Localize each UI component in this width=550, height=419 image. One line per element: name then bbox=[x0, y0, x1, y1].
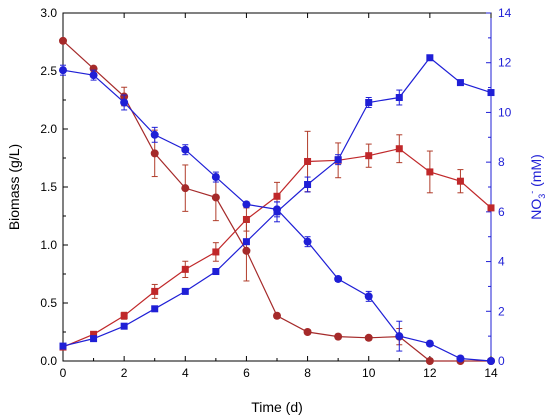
data-point-circle bbox=[303, 237, 312, 246]
data-point-circle bbox=[59, 66, 67, 75]
data-point-circle bbox=[364, 333, 373, 342]
data-point-circle bbox=[334, 274, 343, 283]
data-point-circle bbox=[456, 354, 465, 363]
data-point-circle bbox=[273, 311, 281, 320]
data-point-circle bbox=[89, 71, 98, 80]
data-point-square bbox=[120, 312, 128, 320]
data-point-square bbox=[456, 79, 464, 87]
y-axis-right-title: NO3- (mM) bbox=[527, 154, 547, 220]
y-right-tick-label: 14 bbox=[498, 6, 512, 20]
data-point-square bbox=[487, 89, 495, 97]
y-right-tick-label: 0 bbox=[498, 354, 505, 368]
data-point-square bbox=[212, 268, 220, 276]
data-point-square bbox=[304, 181, 312, 189]
x-tick-label: 0 bbox=[60, 366, 67, 380]
y-right-title-rest: (mM) bbox=[528, 154, 544, 191]
data-point-circle bbox=[120, 98, 129, 107]
x-tick-label: 14 bbox=[484, 366, 498, 380]
y-axis-left: 0.0 0.5 1.0 1.5 2.0 2.5 3.0 bbox=[40, 6, 68, 368]
data-point-square bbox=[304, 157, 312, 165]
x-tick-label: 10 bbox=[362, 366, 376, 380]
data-point-square bbox=[273, 208, 281, 216]
data-point-circle bbox=[303, 328, 312, 336]
y-axis-left-title: Biomass (g/L) bbox=[6, 144, 22, 230]
y-right-title-base: NO bbox=[528, 199, 544, 220]
data-point-circle bbox=[242, 200, 251, 209]
y-left-tick-label: 2.5 bbox=[40, 64, 57, 78]
x-axis: 0 2 4 6 8 10 12 14 bbox=[60, 13, 498, 380]
data-point-square bbox=[334, 156, 342, 164]
y-axis-right: 0 2 4 6 8 10 12 14 bbox=[486, 6, 512, 368]
y-left-tick-label: 0.5 bbox=[40, 296, 57, 310]
data-point-circle bbox=[334, 332, 343, 341]
y-right-tick-label: 4 bbox=[498, 255, 505, 269]
y-right-tick-label: 10 bbox=[498, 105, 512, 119]
data-point-square bbox=[273, 192, 281, 200]
x-tick-label: 12 bbox=[423, 366, 437, 380]
data-point-circle bbox=[150, 130, 159, 139]
data-point-circle bbox=[150, 149, 159, 158]
data-point-circle bbox=[395, 332, 404, 341]
data-point-square bbox=[456, 177, 464, 185]
data-point-square bbox=[120, 322, 128, 330]
data-point-square bbox=[212, 248, 220, 256]
data-point-square bbox=[365, 98, 373, 106]
y-left-tick-label: 3.0 bbox=[40, 6, 57, 20]
y-left-tick-label: 1.0 bbox=[40, 238, 57, 252]
y-right-tick-label: 2 bbox=[498, 304, 505, 318]
y-left-tick-label: 0.0 bbox=[40, 354, 57, 368]
data-point-circle bbox=[59, 36, 67, 45]
data-point-circle bbox=[425, 339, 434, 348]
data-point-square bbox=[395, 145, 403, 153]
y-right-tick-label: 12 bbox=[498, 56, 512, 70]
series-3 bbox=[59, 54, 495, 350]
data-point-square bbox=[181, 287, 189, 295]
data-point-circle bbox=[364, 292, 373, 301]
series-layer bbox=[59, 36, 495, 365]
data-point-square bbox=[151, 287, 159, 295]
x-axis-title: Time (d) bbox=[251, 399, 303, 415]
x-tick-label: 6 bbox=[243, 366, 250, 380]
y-right-tick-label: 8 bbox=[498, 155, 505, 169]
x-tick-label: 8 bbox=[304, 366, 311, 380]
x-tick-label: 4 bbox=[182, 366, 189, 380]
data-point-square bbox=[59, 342, 67, 350]
y-right-title-sup: - bbox=[527, 191, 537, 194]
data-point-circle bbox=[425, 357, 434, 365]
data-point-square bbox=[90, 335, 98, 343]
data-point-square bbox=[242, 215, 250, 223]
y-right-tick-label: 6 bbox=[498, 205, 505, 219]
x-tick-label: 2 bbox=[121, 366, 128, 380]
data-point-square bbox=[426, 168, 434, 176]
data-point-square bbox=[487, 204, 495, 212]
data-point-circle bbox=[181, 184, 190, 193]
data-point-square bbox=[395, 94, 403, 102]
data-point-square bbox=[365, 152, 373, 160]
data-point-square bbox=[426, 54, 434, 62]
data-point-circle bbox=[89, 64, 98, 73]
data-point-circle bbox=[181, 145, 190, 154]
data-point-circle bbox=[242, 246, 251, 255]
data-point-square bbox=[242, 238, 250, 246]
data-point-circle bbox=[211, 193, 220, 202]
data-point-square bbox=[181, 265, 189, 273]
y-right-title-sub: 3 bbox=[537, 194, 547, 199]
data-point-circle bbox=[211, 173, 220, 182]
y-left-tick-label: 2.0 bbox=[40, 122, 57, 136]
data-point-square bbox=[151, 305, 159, 313]
y-left-tick-label: 1.5 bbox=[40, 180, 57, 194]
data-point-circle bbox=[487, 357, 495, 365]
data-point-square bbox=[90, 330, 98, 338]
